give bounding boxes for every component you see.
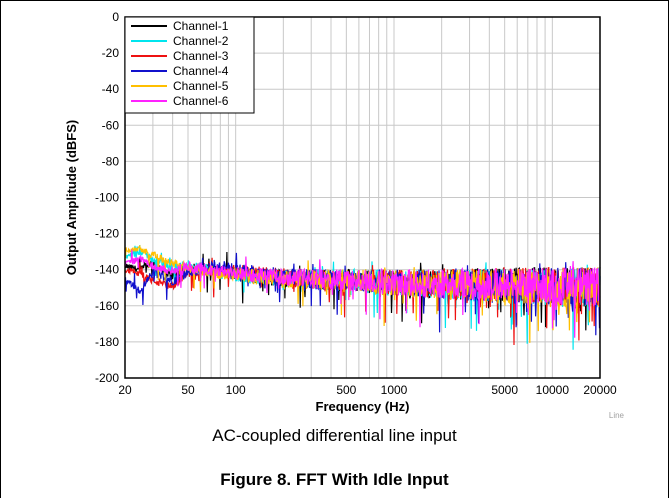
legend-entry: Channel-5 <box>173 79 229 93</box>
x-tick-label: 500 <box>336 383 356 397</box>
y-tick-label: -20 <box>102 46 120 60</box>
x-tick-label: 20 <box>118 383 132 397</box>
watermark-text: Line <box>609 411 625 420</box>
x-tick-label: 5000 <box>491 383 518 397</box>
legend: Channel-1Channel-2Channel-3Channel-4Chan… <box>124 16 255 114</box>
y-axis-title: Output Amplitude (dBFS) <box>64 120 79 276</box>
x-tick-label: 10000 <box>536 383 570 397</box>
figure-title: Figure 8. FFT With Idle Input <box>220 470 449 489</box>
legend-entry: Channel-4 <box>173 64 229 78</box>
x-tick-labels: 20 50 100 500 1000 5000 10000 20000 <box>118 383 617 397</box>
y-tick-label: -160 <box>95 299 119 313</box>
legend-entry: Channel-1 <box>173 19 229 33</box>
fft-chart: 0 -20 -40 -60 -80 -100 -120 -140 -160 -180 -200 20… <box>64 10 625 420</box>
chart-caption: AC-coupled differential line input <box>212 426 457 445</box>
y-tick-label: -40 <box>102 82 120 96</box>
series-line-channel-6 <box>124 249 601 338</box>
y-tick-label: -180 <box>95 335 119 349</box>
legend-entry: Channel-3 <box>173 49 229 63</box>
series-group <box>124 244 601 350</box>
y-tick-label: -100 <box>95 191 119 205</box>
x-axis-title: Frequency (Hz) <box>316 399 410 414</box>
plot-border <box>124 16 601 379</box>
y-tick-label: -200 <box>95 371 119 385</box>
legend-box <box>124 16 255 114</box>
legend-entry: Channel-6 <box>173 94 229 108</box>
y-tick-label: -140 <box>95 263 119 277</box>
x-tick-label: 1000 <box>381 383 408 397</box>
y-tick-label: -120 <box>95 227 119 241</box>
x-tick-label: 50 <box>181 383 195 397</box>
y-tick-labels: 0 -20 -40 -60 -80 -100 -120 -140 -160 -180 -200 <box>95 10 119 385</box>
y-tick-label: 0 <box>112 10 119 24</box>
legend-entry: Channel-2 <box>173 34 229 48</box>
x-tick-label: 20000 <box>583 383 617 397</box>
y-tick-label: -60 <box>102 118 120 132</box>
x-tick-label: 100 <box>226 383 246 397</box>
y-tick-label: -80 <box>102 154 120 168</box>
